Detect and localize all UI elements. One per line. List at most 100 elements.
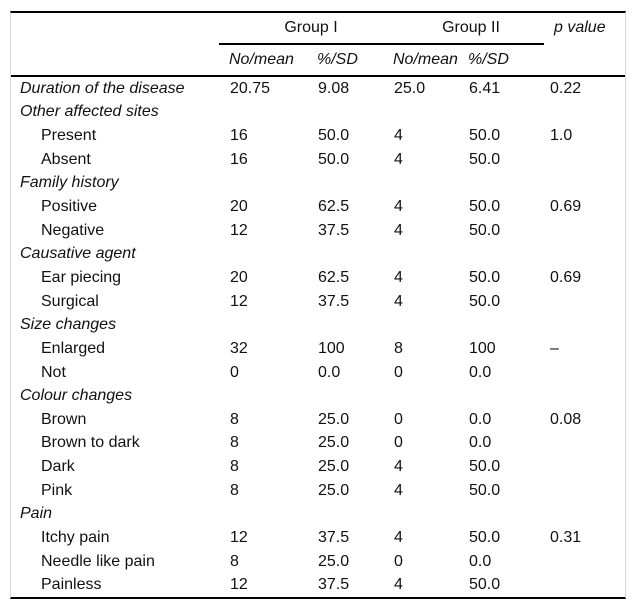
cell-p-value: 1.0 bbox=[550, 128, 573, 145]
row-label: Painless bbox=[41, 577, 102, 594]
cell-pct-sd-group2: 50.0 bbox=[469, 222, 501, 239]
cell-pct-sd-group2: 50.0 bbox=[469, 151, 501, 168]
cell-pct-sd-group2: 50.0 bbox=[469, 577, 501, 594]
group-1-header: Group I bbox=[284, 20, 338, 36]
table-row: Pink 8 25.0 4 50.0 bbox=[11, 479, 625, 503]
cell-no-mean-group2: 4 bbox=[394, 293, 403, 310]
cell-no-mean-group2: 0 bbox=[394, 435, 403, 452]
cell-pct-sd-group2: 50.0 bbox=[469, 128, 501, 145]
cell-no-mean-group1: 8 bbox=[230, 459, 239, 476]
cell-no-mean-group2: 4 bbox=[394, 577, 403, 594]
cell-no-mean-group2: 0 bbox=[394, 553, 403, 570]
cell-p-value: 0.08 bbox=[550, 411, 582, 428]
row-label: Size changes bbox=[20, 317, 117, 334]
group-2-header: Group II bbox=[442, 20, 500, 36]
cell-no-mean-group1: 12 bbox=[230, 529, 248, 546]
table-row: Absent 16 50.0 4 50.0 bbox=[11, 148, 625, 172]
cell-no-mean-group2: 8 bbox=[394, 340, 403, 357]
table-row: Painless 12 37.5 4 50.0 bbox=[11, 573, 625, 597]
table-row: Enlarged 32 100 8 100 – bbox=[11, 337, 625, 361]
row-label: Needle like pain bbox=[41, 553, 155, 570]
cell-no-mean-group1: 12 bbox=[230, 222, 248, 239]
cell-no-mean-group2: 4 bbox=[394, 269, 403, 286]
row-label: Positive bbox=[41, 199, 98, 216]
cell-pct-sd-group2: 50.0 bbox=[469, 529, 501, 546]
cell-pct-sd-group1: 25.0 bbox=[318, 482, 350, 499]
table-row: Other affected sites bbox=[11, 101, 625, 125]
cell-p-value: – bbox=[550, 340, 559, 357]
statistics-table: Group I Group II p value No/mean %/SD No… bbox=[10, 11, 626, 599]
row-label: Not bbox=[41, 364, 66, 381]
cell-pct-sd-group1: 37.5 bbox=[318, 577, 350, 594]
cell-no-mean-group1: 8 bbox=[230, 411, 239, 428]
row-label: Brown bbox=[41, 411, 87, 428]
table-row: Surgical 12 37.5 4 50.0 bbox=[11, 290, 625, 314]
cell-no-mean-group2: 0 bbox=[394, 411, 403, 428]
cell-pct-sd-group1: 37.5 bbox=[318, 222, 350, 239]
cell-pct-sd-group2: 6.41 bbox=[469, 80, 501, 97]
row-label: Itchy pain bbox=[41, 529, 110, 546]
cell-no-mean-group1: 20 bbox=[230, 199, 248, 216]
table-row: Positive 20 62.5 4 50.0 0.69 bbox=[11, 195, 625, 219]
table-row: Brown to dark 8 25.0 0 0.0 bbox=[11, 432, 625, 456]
table-row: Itchy pain 12 37.5 4 50.0 0.31 bbox=[11, 526, 625, 550]
table-row: Pain bbox=[11, 503, 625, 527]
cell-no-mean-group2: 4 bbox=[394, 529, 403, 546]
cell-p-value: 0.31 bbox=[550, 529, 582, 546]
cell-no-mean-group2: 4 bbox=[394, 222, 403, 239]
cell-pct-sd-group1: 25.0 bbox=[318, 411, 350, 428]
table-row: Ear piecing 20 62.5 4 50.0 0.69 bbox=[11, 266, 625, 290]
header-body-rule bbox=[11, 75, 625, 77]
cell-pct-sd-group2: 50.0 bbox=[469, 459, 501, 476]
cell-pct-sd-group2: 0.0 bbox=[469, 411, 492, 428]
cell-no-mean-group1: 12 bbox=[230, 577, 248, 594]
cell-p-value: 0.69 bbox=[550, 269, 582, 286]
subheader-no-mean-g1: No/mean bbox=[229, 52, 294, 68]
cell-no-mean-group2: 4 bbox=[394, 459, 403, 476]
table-row: Family history bbox=[11, 172, 625, 196]
row-label: Duration of the disease bbox=[20, 80, 185, 97]
cell-pct-sd-group1: 62.5 bbox=[318, 199, 350, 216]
cell-pct-sd-group1: 100 bbox=[318, 340, 345, 357]
cell-p-value: 0.69 bbox=[550, 199, 582, 216]
row-label: Dark bbox=[41, 459, 75, 476]
cell-no-mean-group2: 4 bbox=[394, 482, 403, 499]
table-body: Duration of the disease 20.75 9.08 25.0 … bbox=[11, 77, 625, 597]
cell-pct-sd-group2: 0.0 bbox=[469, 364, 492, 381]
table-group-header-row: Group I Group II p value bbox=[11, 13, 625, 43]
row-label: Brown to dark bbox=[41, 435, 140, 452]
cell-pct-sd-group1: 37.5 bbox=[318, 293, 350, 310]
cell-no-mean-group2: 4 bbox=[394, 199, 403, 216]
table-row: Brown 8 25.0 0 0.0 0.08 bbox=[11, 408, 625, 432]
subheader-pct-sd-g1: %/SD bbox=[317, 52, 358, 68]
table-subheader-row: No/mean %/SD No/mean %/SD bbox=[11, 45, 625, 75]
table-row: Not 0 0.0 0 0.0 bbox=[11, 361, 625, 385]
cell-pct-sd-group2: 50.0 bbox=[469, 199, 501, 216]
table-row: Dark 8 25.0 4 50.0 bbox=[11, 455, 625, 479]
cell-pct-sd-group2: 50.0 bbox=[469, 482, 501, 499]
cell-no-mean-group2: 4 bbox=[394, 151, 403, 168]
cell-pct-sd-group1: 9.08 bbox=[318, 80, 350, 97]
subheader-pct-sd-g2: %/SD bbox=[468, 52, 509, 68]
cell-no-mean-group1: 16 bbox=[230, 151, 248, 168]
table-row: Duration of the disease 20.75 9.08 25.0 … bbox=[11, 77, 625, 101]
row-label: Pain bbox=[20, 506, 53, 523]
row-label: Ear piecing bbox=[41, 269, 122, 286]
cell-pct-sd-group1: 25.0 bbox=[318, 459, 350, 476]
cell-no-mean-group1: 16 bbox=[230, 128, 248, 145]
table-row: Colour changes bbox=[11, 384, 625, 408]
cell-pct-sd-group2: 50.0 bbox=[469, 269, 501, 286]
group-spanner-rule bbox=[219, 43, 544, 45]
row-label: Enlarged bbox=[41, 340, 106, 357]
table-row: Needle like pain 8 25.0 0 0.0 bbox=[11, 550, 625, 574]
row-label: Causative agent bbox=[20, 246, 136, 263]
cell-no-mean-group1: 8 bbox=[230, 435, 239, 452]
row-label: Colour changes bbox=[20, 388, 133, 405]
subheader-no-mean-g2: No/mean bbox=[393, 52, 458, 68]
cell-no-mean-group1: 0 bbox=[230, 364, 239, 381]
cell-pct-sd-group1: 62.5 bbox=[318, 269, 350, 286]
cell-no-mean-group1: 8 bbox=[230, 482, 239, 499]
cell-pct-sd-group1: 25.0 bbox=[318, 435, 350, 452]
table-row: Size changes bbox=[11, 313, 625, 337]
